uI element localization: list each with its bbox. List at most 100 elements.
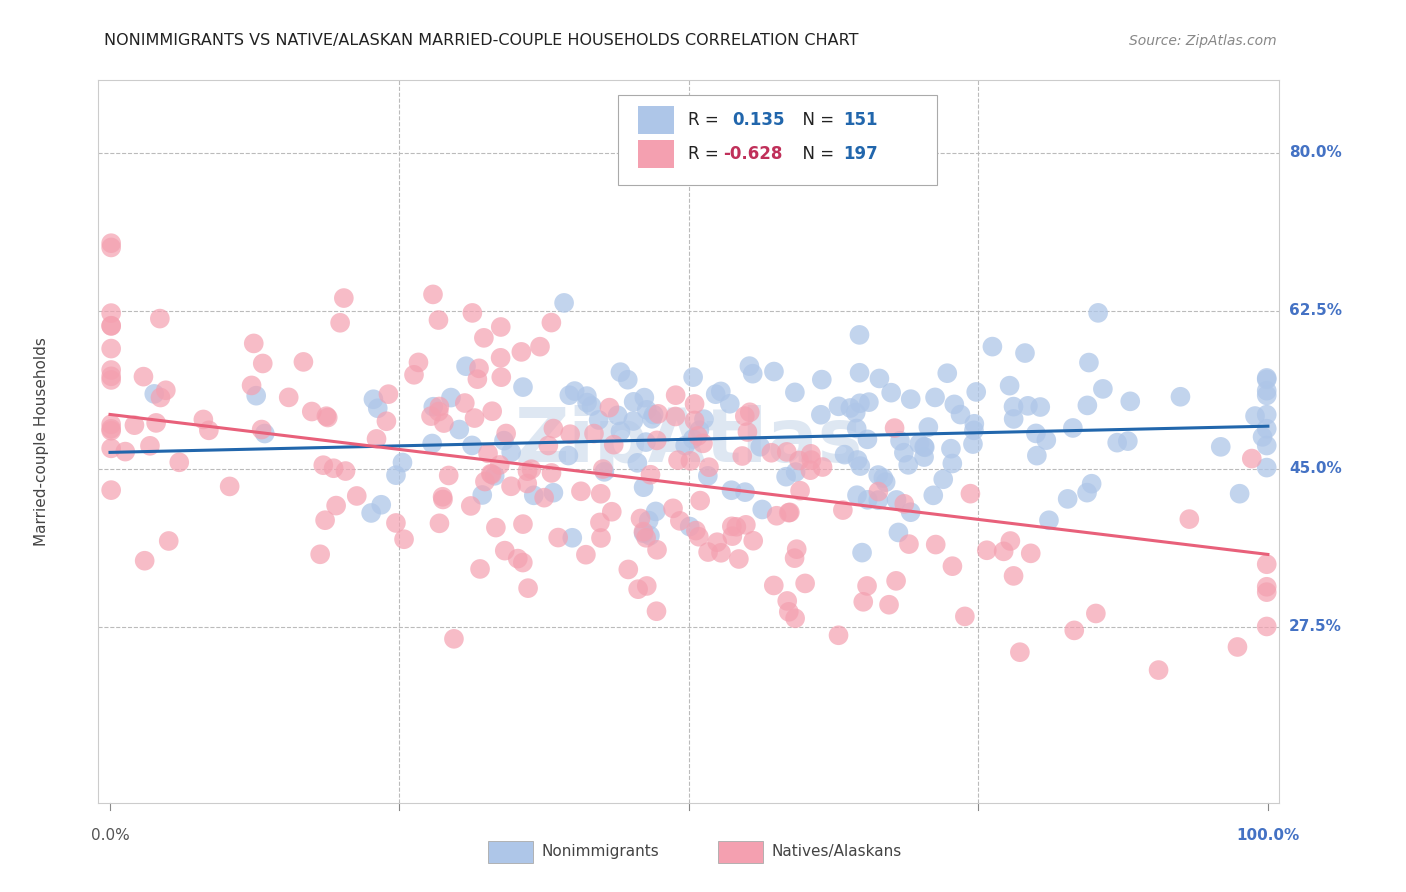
Point bbox=[810, 408, 832, 422]
Point bbox=[593, 465, 616, 479]
Point bbox=[529, 340, 551, 354]
Point bbox=[644, 504, 666, 518]
Point bbox=[1002, 400, 1025, 414]
Point bbox=[460, 499, 482, 513]
Point bbox=[427, 313, 450, 327]
Point bbox=[749, 440, 772, 454]
Point bbox=[849, 396, 872, 410]
Point bbox=[800, 453, 823, 467]
Point bbox=[346, 489, 368, 503]
Point bbox=[139, 439, 162, 453]
Point bbox=[499, 479, 522, 493]
Point bbox=[845, 421, 868, 435]
Point bbox=[516, 476, 538, 491]
Point bbox=[1147, 663, 1170, 677]
Point bbox=[900, 392, 922, 406]
Point bbox=[776, 594, 799, 608]
Point bbox=[912, 450, 935, 464]
Point bbox=[100, 342, 122, 356]
Point bbox=[839, 401, 862, 415]
Point bbox=[512, 517, 534, 532]
Point bbox=[783, 385, 806, 400]
Point bbox=[600, 505, 623, 519]
Point bbox=[1014, 346, 1036, 360]
Point bbox=[785, 465, 807, 479]
Point bbox=[846, 488, 869, 502]
Point bbox=[669, 514, 692, 528]
Point bbox=[609, 425, 631, 439]
Point bbox=[630, 511, 652, 525]
Text: N =: N = bbox=[792, 111, 839, 129]
Point bbox=[734, 517, 756, 532]
Point bbox=[454, 396, 477, 410]
Point bbox=[776, 445, 799, 459]
Point bbox=[941, 559, 963, 574]
Point bbox=[1019, 546, 1042, 560]
Text: NONIMMIGRANTS VS NATIVE/ALASKAN MARRIED-COUPLE HOUSEHOLDS CORRELATION CHART: NONIMMIGRANTS VS NATIVE/ALASKAN MARRIED-… bbox=[104, 33, 859, 48]
Point bbox=[472, 331, 495, 345]
Text: 100.0%: 100.0% bbox=[1236, 828, 1299, 843]
Point bbox=[533, 491, 555, 505]
Point bbox=[965, 384, 987, 399]
Point bbox=[1087, 306, 1109, 320]
Point bbox=[1076, 398, 1098, 412]
Point bbox=[637, 514, 659, 528]
Point bbox=[422, 400, 444, 414]
Text: Source: ZipAtlas.com: Source: ZipAtlas.com bbox=[1129, 34, 1277, 48]
Point bbox=[370, 498, 392, 512]
Point bbox=[617, 562, 640, 576]
Point bbox=[741, 367, 763, 381]
Point bbox=[868, 371, 890, 385]
Point bbox=[751, 502, 773, 516]
Point bbox=[689, 493, 711, 508]
Text: N =: N = bbox=[792, 145, 839, 163]
Text: 62.5%: 62.5% bbox=[1289, 303, 1341, 318]
Point bbox=[422, 287, 444, 301]
Point bbox=[799, 463, 821, 477]
Point bbox=[936, 366, 959, 380]
Text: 0.0%: 0.0% bbox=[90, 828, 129, 843]
Point bbox=[245, 389, 267, 403]
Point bbox=[124, 418, 146, 433]
Point bbox=[688, 530, 710, 544]
Point bbox=[1119, 394, 1142, 409]
Point bbox=[917, 420, 939, 434]
Point bbox=[592, 462, 614, 476]
Point bbox=[427, 404, 450, 418]
Point bbox=[886, 492, 908, 507]
Point bbox=[471, 488, 494, 502]
Point bbox=[588, 413, 610, 427]
FancyBboxPatch shape bbox=[638, 139, 673, 169]
Point bbox=[495, 426, 517, 441]
Point bbox=[440, 391, 463, 405]
Point bbox=[325, 499, 347, 513]
Point bbox=[848, 366, 870, 380]
Point bbox=[665, 388, 688, 402]
Point bbox=[564, 384, 586, 398]
Point bbox=[540, 466, 562, 480]
Point bbox=[100, 483, 122, 497]
Point bbox=[582, 426, 605, 441]
Point bbox=[789, 483, 811, 498]
Point bbox=[484, 468, 506, 483]
Point bbox=[198, 423, 221, 437]
Point bbox=[963, 423, 986, 437]
Point bbox=[959, 486, 981, 500]
Point bbox=[636, 531, 658, 545]
Point bbox=[1025, 449, 1047, 463]
Point bbox=[100, 373, 122, 387]
Text: -0.628: -0.628 bbox=[723, 145, 783, 163]
Point bbox=[598, 401, 620, 415]
Text: 151: 151 bbox=[844, 111, 879, 129]
Point bbox=[623, 394, 645, 409]
Point bbox=[1029, 400, 1052, 414]
Point bbox=[1062, 421, 1084, 435]
Point bbox=[1091, 382, 1114, 396]
Point bbox=[925, 538, 948, 552]
Point bbox=[242, 336, 264, 351]
Point bbox=[721, 529, 744, 543]
Point bbox=[868, 484, 890, 499]
Point bbox=[685, 524, 707, 538]
Point bbox=[720, 483, 742, 498]
Point bbox=[547, 531, 569, 545]
